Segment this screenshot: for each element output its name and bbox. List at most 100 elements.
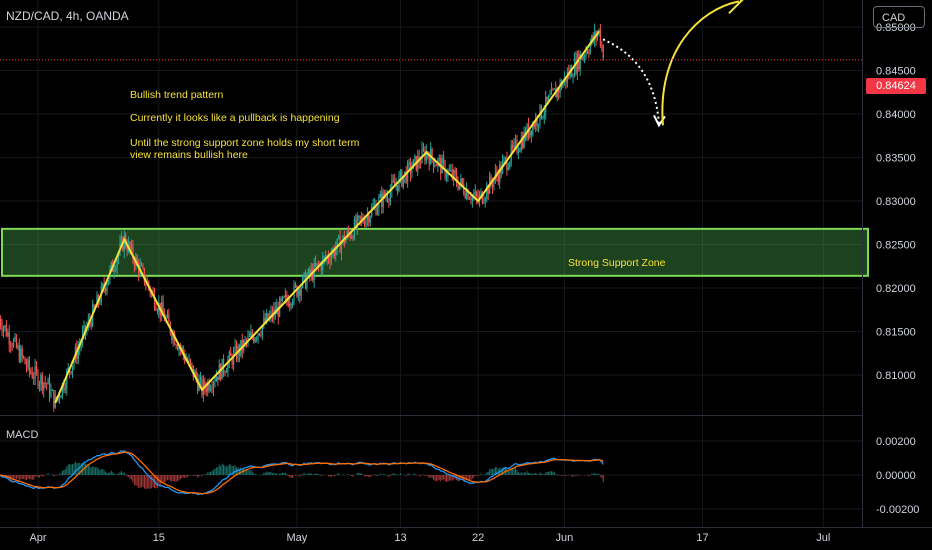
candle: [14, 333, 16, 342]
candle: [250, 324, 252, 337]
candle: [408, 158, 410, 170]
bullish-arrow: [661, 0, 740, 126]
candle: [130, 239, 133, 252]
candle: [455, 167, 458, 188]
candle: [296, 284, 298, 298]
candle: [517, 146, 520, 159]
candle: [548, 94, 550, 101]
candle: [382, 188, 384, 214]
time-axis: Apr 15 May 13 22 Jun 17 Jul: [29, 532, 830, 544]
candle: [424, 146, 426, 165]
candle: [43, 381, 45, 398]
candle: [358, 214, 360, 222]
candle: [93, 303, 95, 310]
x-tick-label: 17: [696, 532, 708, 544]
candle: [220, 363, 222, 382]
candle: [225, 367, 228, 373]
candle: [394, 173, 396, 186]
candle: [484, 196, 486, 208]
candle: [233, 346, 235, 371]
candle: [451, 163, 453, 182]
candle: [8, 324, 10, 353]
candle: [352, 234, 354, 242]
candle: [310, 262, 312, 281]
candle: [234, 338, 236, 354]
candle: [77, 341, 79, 365]
candle: [48, 373, 51, 403]
candle: [228, 349, 230, 369]
candle: [155, 302, 157, 311]
candle: [156, 307, 158, 315]
candle: [270, 305, 272, 323]
candle: [404, 171, 406, 184]
candle: [247, 329, 249, 348]
candle: [257, 332, 259, 344]
candle: [201, 375, 203, 399]
candle: [314, 255, 317, 268]
candle: [535, 112, 537, 133]
candle: [260, 330, 262, 338]
candle: [499, 160, 501, 189]
y-tick-label: 0.84000: [876, 109, 916, 121]
bullish-arrow-head: [728, 0, 744, 15]
candle: [238, 343, 240, 363]
candle: [115, 264, 117, 273]
candle: [1, 318, 3, 337]
candle: [490, 173, 492, 188]
candle: [369, 215, 371, 227]
candle: [529, 130, 531, 139]
candle: [422, 142, 425, 153]
candle: [392, 174, 394, 184]
y-tick-label: 0.85000: [876, 22, 916, 34]
candle: [28, 356, 30, 378]
candle: [306, 272, 308, 292]
candle: [17, 342, 19, 351]
candle: [338, 234, 340, 240]
candle: [38, 380, 41, 392]
candle: [602, 44, 604, 61]
candle: [464, 190, 466, 200]
candle: [443, 150, 445, 168]
candle: [90, 319, 92, 330]
candle: [359, 215, 361, 226]
macd-y-tick-label: -0.00200: [876, 504, 919, 516]
candle: [361, 211, 363, 227]
candle: [136, 253, 138, 263]
candle: [589, 38, 591, 55]
candle: [106, 281, 108, 296]
candle: [553, 88, 555, 90]
candle: [329, 253, 331, 270]
x-tick-label: May: [287, 532, 308, 544]
candle: [506, 151, 508, 176]
y-tick-label: 0.83000: [876, 196, 916, 208]
candle: [132, 240, 134, 264]
symbol-title[interactable]: NZD/CAD, 4h, OANDA: [6, 9, 129, 23]
current-price-tag: 0.84624: [866, 78, 926, 94]
candle: [583, 53, 586, 64]
candle: [430, 142, 432, 165]
candle: [402, 176, 404, 190]
currency-button[interactable]: CAD: [873, 6, 925, 28]
candle: [21, 345, 23, 363]
candle: [27, 356, 29, 371]
y-tick-label: 0.84500: [876, 66, 916, 78]
candle: [35, 361, 38, 376]
macd-y-tick-label: 0.00000: [876, 470, 916, 482]
candle: [366, 207, 368, 227]
candle: [520, 131, 522, 154]
candle: [152, 287, 154, 293]
candle: [289, 297, 291, 312]
candle: [227, 355, 229, 378]
candle: [389, 184, 391, 206]
candle: [280, 296, 282, 306]
candle: [346, 227, 348, 240]
candle: [191, 362, 193, 369]
candle: [509, 160, 511, 170]
candle: [176, 343, 179, 351]
candle: [458, 183, 461, 191]
candle: [290, 302, 292, 310]
candle: [447, 168, 449, 182]
candle: [287, 294, 289, 308]
candle: [25, 358, 28, 373]
